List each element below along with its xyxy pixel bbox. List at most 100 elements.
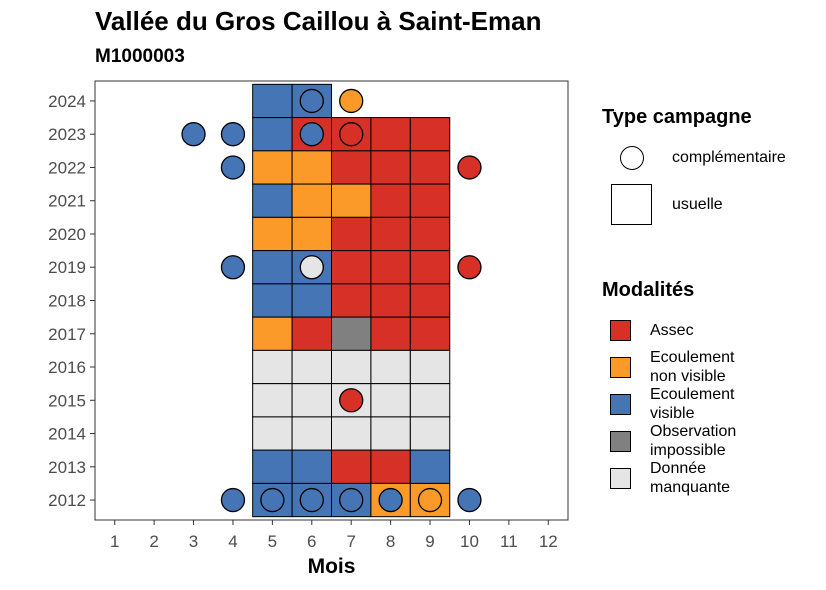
point-complementaire [339,88,364,114]
x-tick-label: 10 [460,532,479,551]
tile-usuelle [370,216,411,252]
tile-usuelle [409,316,451,351]
y-tick-label: 2024 [48,92,86,111]
x-axis-title: Mois [308,555,356,578]
x-tick-label: 5 [268,532,277,551]
tile-usuelle [252,183,293,218]
tile-usuelle [291,416,333,451]
tile-usuelle [252,150,293,185]
x-tick-label: 6 [307,532,316,551]
x-tick-label: 8 [386,532,395,551]
y-tick-label: 2015 [48,391,86,410]
tile-usuelle [291,349,333,385]
y-tick-label: 2017 [48,325,86,344]
tile-usuelle [370,183,411,218]
tile-usuelle [370,250,411,285]
tile-usuelle [409,283,451,318]
legend-label-assec: Assec [650,322,694,339]
point-complementaire [378,487,403,513]
legend-type-usuelle: usuelle [672,196,723,213]
point-complementaire [220,487,246,513]
point-complementaire [299,255,324,280]
point-complementaire [457,155,482,180]
point-complementaire [457,487,482,513]
tile-usuelle [252,216,293,252]
point-complementaire [417,487,443,513]
tile-usuelle [409,117,451,152]
point-complementaire [299,122,324,147]
y-tick-label: 2023 [48,125,86,144]
y-tick-label: 2022 [48,158,86,177]
tile-usuelle [252,117,293,152]
tile-usuelle [252,449,293,484]
legend-swatch-observation-impossible [610,431,631,452]
point-complementaire [181,122,206,147]
legend-label-observation-impossible: Observation impossible [650,423,737,459]
tile-usuelle [252,250,293,285]
tile-usuelle [252,283,293,318]
x-tick-label: 7 [346,532,355,551]
point-complementaire [220,122,246,147]
legend-swatch-assec [610,320,631,341]
legend-swatch-ecoulement-non-visible [610,357,631,378]
point-complementaire [260,487,285,513]
tile-usuelle [291,150,333,185]
chart-subtitle: M1000003 [95,46,185,67]
tile-usuelle [409,349,451,385]
point-complementaire [299,487,324,513]
tile-usuelle [331,449,372,484]
tile-usuelle [409,449,451,484]
tile-usuelle [331,150,372,185]
y-tick-label: 2021 [48,192,86,211]
tile-usuelle [370,349,411,385]
tile-usuelle [331,250,372,285]
tile-usuelle [291,183,333,218]
legend-label-ecoulement-visible: Ecoulement visible [650,386,735,422]
tile-usuelle [291,316,333,351]
tile-usuelle [331,283,372,318]
tile-usuelle [331,316,372,351]
tile-usuelle [409,183,451,218]
x-tick-label: 4 [228,532,237,551]
y-tick-label: 2019 [48,258,86,277]
tile-usuelle [291,216,333,252]
chart-title: Vallée du Gros Caillou à Saint-Eman [95,6,542,36]
point-complementaire [299,88,324,114]
legend-swatch-ecoulement-visible [610,394,631,415]
legend-square-key [611,184,652,225]
tile-usuelle [331,183,372,218]
tile-usuelle [370,383,411,418]
tile-usuelle [331,349,372,385]
x-tick-label: 3 [189,532,198,551]
y-tick-label: 2016 [48,358,86,377]
point-complementaire [339,122,364,147]
tile-usuelle [291,283,333,318]
tile-usuelle [252,316,293,351]
legend-modalites-title: Modalités [602,279,695,301]
tile-usuelle [370,416,411,451]
point-complementaire [339,487,364,513]
legend-type-complementaire: complémentaire [672,149,786,166]
tile-usuelle [252,83,293,119]
tile-usuelle [409,416,451,451]
point-complementaire [220,155,246,180]
legend-type-title: Type campagne [602,106,752,128]
tile-usuelle [252,349,293,385]
point-complementaire [339,388,364,413]
x-tick-label: 1 [110,532,119,551]
tile-usuelle [252,383,293,418]
tile-usuelle [370,449,411,484]
x-tick-label: 12 [539,532,558,551]
y-tick-label: 2012 [48,491,86,510]
legend-label-donnee-manquante: Donnée manquante [650,460,731,496]
x-tick-label: 11 [500,532,518,551]
tile-usuelle [370,150,411,185]
x-tick-label: 9 [425,532,434,551]
tile-usuelle [409,250,451,285]
point-complementaire [220,255,246,280]
tile-usuelle [409,216,451,252]
y-tick-label: 2014 [48,425,86,444]
tile-usuelle [370,316,411,351]
tile-usuelle [291,383,333,418]
